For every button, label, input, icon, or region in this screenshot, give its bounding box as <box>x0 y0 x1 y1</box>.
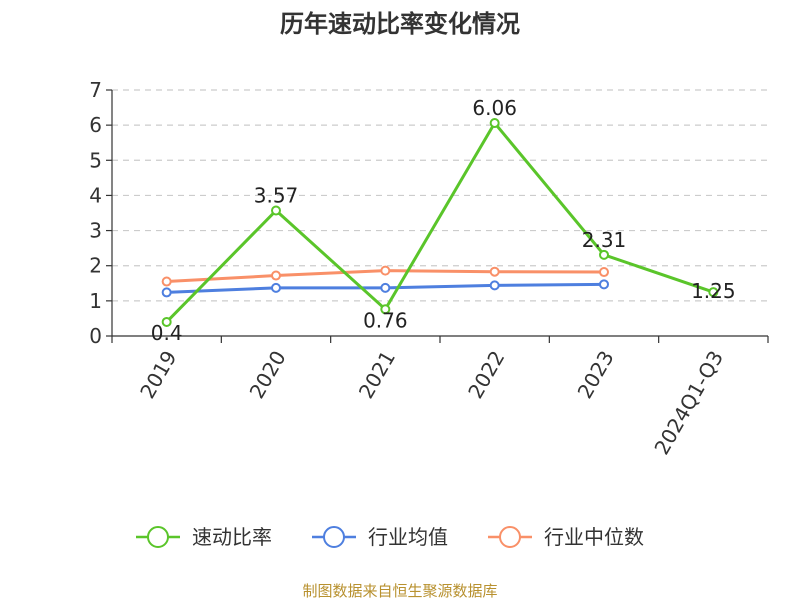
data-point <box>599 279 609 290</box>
data-point <box>380 304 391 315</box>
data-label: 0.4 <box>151 321 183 345</box>
data-point <box>161 316 172 327</box>
x-tick-label: 2020 <box>244 347 290 403</box>
data-label: 2.31 <box>582 228 627 252</box>
y-tick-label: 2 <box>89 254 102 278</box>
data-point <box>489 118 500 129</box>
legend-marker <box>499 526 521 548</box>
series-line <box>165 121 714 323</box>
data-point <box>489 280 500 291</box>
data-point <box>271 282 281 293</box>
data-point <box>489 266 500 277</box>
data-point <box>161 287 172 298</box>
x-tick-label: 2022 <box>463 346 509 402</box>
legend-label: 速动比率 <box>192 525 272 549</box>
data-point <box>380 265 391 276</box>
chart-title: 历年速动比率变化情况 <box>280 10 520 38</box>
data-label: 6.06 <box>472 96 517 120</box>
data-point <box>708 287 719 298</box>
data-label: 0.76 <box>363 308 408 332</box>
legend-marker <box>147 526 169 548</box>
data-label: 3.57 <box>254 184 299 208</box>
data-point <box>271 205 281 216</box>
x-tick-label: 2024Q1-Q3 <box>649 347 728 459</box>
y-tick-label: 7 <box>89 78 102 102</box>
legend-label: 行业中位数 <box>544 525 644 549</box>
x-tick-label: 2023 <box>572 347 618 403</box>
y-tick-label: 5 <box>89 148 102 172</box>
source-note: 制图数据来自恒生聚源数据库 <box>302 582 497 600</box>
y-tick-label: 6 <box>89 113 102 137</box>
legend-label: 行业均值 <box>368 525 448 549</box>
y-tick-label: 0 <box>89 324 102 348</box>
data-point <box>599 267 609 278</box>
legend-marker <box>323 526 345 548</box>
x-tick-label: 2019 <box>135 347 181 403</box>
data-point <box>271 270 281 281</box>
data-point <box>380 282 391 293</box>
data-point <box>161 276 172 287</box>
data-label: 1.25 <box>691 279 736 303</box>
y-tick-label: 3 <box>89 219 102 243</box>
y-tick-label: 1 <box>89 289 102 313</box>
data-point <box>599 249 609 260</box>
x-tick-label: 2021 <box>354 347 400 403</box>
y-tick-label: 4 <box>89 183 102 207</box>
